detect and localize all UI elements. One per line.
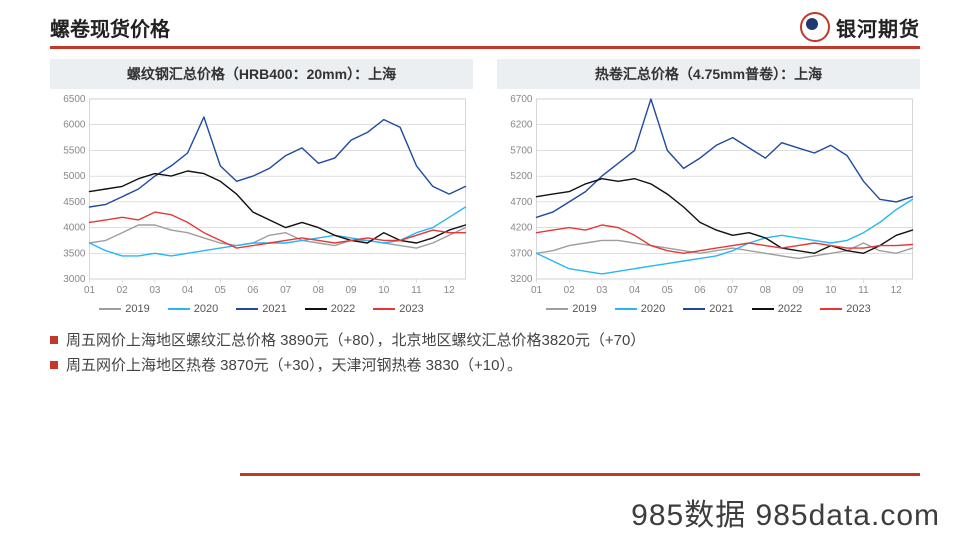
- brand-logo: 银河期货: [800, 12, 920, 42]
- svg-text:02: 02: [117, 285, 129, 296]
- legend-item: 2020: [168, 303, 218, 315]
- svg-text:09: 09: [793, 285, 805, 296]
- legend-label: 2021: [709, 303, 733, 315]
- svg-text:6700: 6700: [510, 94, 533, 105]
- svg-text:05: 05: [215, 285, 227, 296]
- legend-label: 2021: [262, 303, 286, 315]
- chart-right-title: 热卷汇总价格（4.75mm普卷）：上海: [497, 59, 920, 89]
- svg-text:5500: 5500: [63, 145, 86, 156]
- svg-text:6200: 6200: [510, 120, 533, 131]
- svg-text:12: 12: [444, 285, 456, 296]
- legend-item: 2019: [99, 303, 149, 315]
- svg-text:4700: 4700: [510, 197, 533, 208]
- svg-text:3200: 3200: [510, 274, 533, 285]
- svg-text:02: 02: [564, 285, 576, 296]
- svg-text:3700: 3700: [510, 248, 533, 259]
- legend-item: 2020: [615, 303, 665, 315]
- legend-label: 2020: [641, 303, 665, 315]
- legend-swatch: [546, 308, 568, 310]
- svg-text:12: 12: [891, 285, 903, 296]
- chart-right-block: 热卷汇总价格（4.75mm普卷）：上海 3200 3700 4200 4700 5200…: [497, 59, 920, 315]
- svg-text:3500: 3500: [63, 248, 86, 259]
- legend-swatch: [99, 308, 121, 310]
- legend-item: 2023: [373, 303, 423, 315]
- svg-text:11: 11: [411, 285, 422, 296]
- chart-right-legend: 2019 2020 2021 2022 2023: [497, 303, 920, 315]
- svg-text:04: 04: [182, 285, 194, 296]
- chart-left-title: 螺纹钢汇总价格（HRB400：20mm）：上海: [50, 59, 473, 89]
- legend-label: 2022: [778, 303, 802, 315]
- chart-left-svg: 3000 3500 4000 4500 5000 5500 6000 6500 01 02 03 04…: [50, 91, 473, 301]
- svg-text:07: 07: [727, 285, 739, 296]
- watermark: 985数据 985data.com: [631, 490, 940, 534]
- legend-swatch: [683, 308, 705, 310]
- legend-label: 2020: [194, 303, 218, 315]
- legend-swatch: [305, 308, 327, 310]
- svg-text:3000: 3000: [63, 274, 86, 285]
- legend-item: 2022: [305, 303, 355, 315]
- svg-text:07: 07: [280, 285, 292, 296]
- svg-text:03: 03: [596, 285, 608, 296]
- bullet-text: 周五网价上海地区热卷 3870元（+30），天津河钢热卷 3830（+10）。: [66, 354, 522, 375]
- bullet-text: 周五网价上海地区螺纹汇总价格 3890元（+80），北京地区螺纹汇总价格3820…: [66, 329, 645, 350]
- legend-item: 2021: [236, 303, 286, 315]
- svg-text:10: 10: [825, 285, 837, 296]
- legend-swatch: [752, 308, 774, 310]
- bullet-marker: [50, 336, 58, 344]
- svg-text:06: 06: [694, 285, 706, 296]
- legend-swatch: [373, 308, 395, 310]
- svg-text:4500: 4500: [63, 197, 86, 208]
- legend-swatch: [615, 308, 637, 310]
- chart-left-legend: 2019 2020 2021 2022 2023: [50, 303, 473, 315]
- bullet-line: 周五网价上海地区螺纹汇总价格 3890元（+80），北京地区螺纹汇总价格3820…: [50, 329, 920, 350]
- legend-item: 2023: [820, 303, 870, 315]
- bullet-line: 周五网价上海地区热卷 3870元（+30），天津河钢热卷 3830（+10）。: [50, 354, 920, 375]
- svg-text:06: 06: [247, 285, 259, 296]
- legend-label: 2023: [399, 303, 423, 315]
- svg-text:4000: 4000: [63, 223, 86, 234]
- bullet-list: 周五网价上海地区螺纹汇总价格 3890元（+80），北京地区螺纹汇总价格3820…: [0, 315, 960, 375]
- legend-item: 2021: [683, 303, 733, 315]
- legend-swatch: [820, 308, 842, 310]
- svg-text:6500: 6500: [63, 94, 86, 105]
- svg-text:01: 01: [531, 285, 543, 296]
- bullet-marker: [50, 361, 58, 369]
- svg-text:08: 08: [760, 285, 772, 296]
- legend-item: 2019: [546, 303, 596, 315]
- svg-text:09: 09: [346, 285, 358, 296]
- chart-right-svg: 3200 3700 4200 4700 5200 5700 6200 6700 01 02 03 04…: [497, 91, 920, 301]
- legend-label: 2022: [331, 303, 355, 315]
- footer-rule: [240, 473, 920, 476]
- svg-text:10: 10: [378, 285, 390, 296]
- brand-logo-icon: [800, 12, 830, 42]
- svg-text:5700: 5700: [510, 145, 533, 156]
- chart-left-block: 螺纹钢汇总价格（HRB400：20mm）：上海 3000 3500 4000 4500…: [50, 59, 473, 315]
- svg-text:4200: 4200: [510, 223, 533, 234]
- legend-label: 2023: [846, 303, 870, 315]
- legend-label: 2019: [572, 303, 596, 315]
- svg-text:03: 03: [149, 285, 161, 296]
- svg-text:04: 04: [629, 285, 641, 296]
- page-title: 螺卷现货价格: [50, 13, 170, 42]
- legend-label: 2019: [125, 303, 149, 315]
- brand-logo-text: 银河期货: [836, 13, 920, 42]
- svg-text:5200: 5200: [510, 171, 533, 182]
- legend-swatch: [236, 308, 258, 310]
- svg-text:11: 11: [858, 285, 869, 296]
- svg-text:01: 01: [84, 285, 96, 296]
- legend-item: 2022: [752, 303, 802, 315]
- svg-text:5000: 5000: [63, 171, 86, 182]
- svg-text:05: 05: [662, 285, 674, 296]
- svg-text:08: 08: [313, 285, 325, 296]
- svg-text:6000: 6000: [63, 120, 86, 131]
- legend-swatch: [168, 308, 190, 310]
